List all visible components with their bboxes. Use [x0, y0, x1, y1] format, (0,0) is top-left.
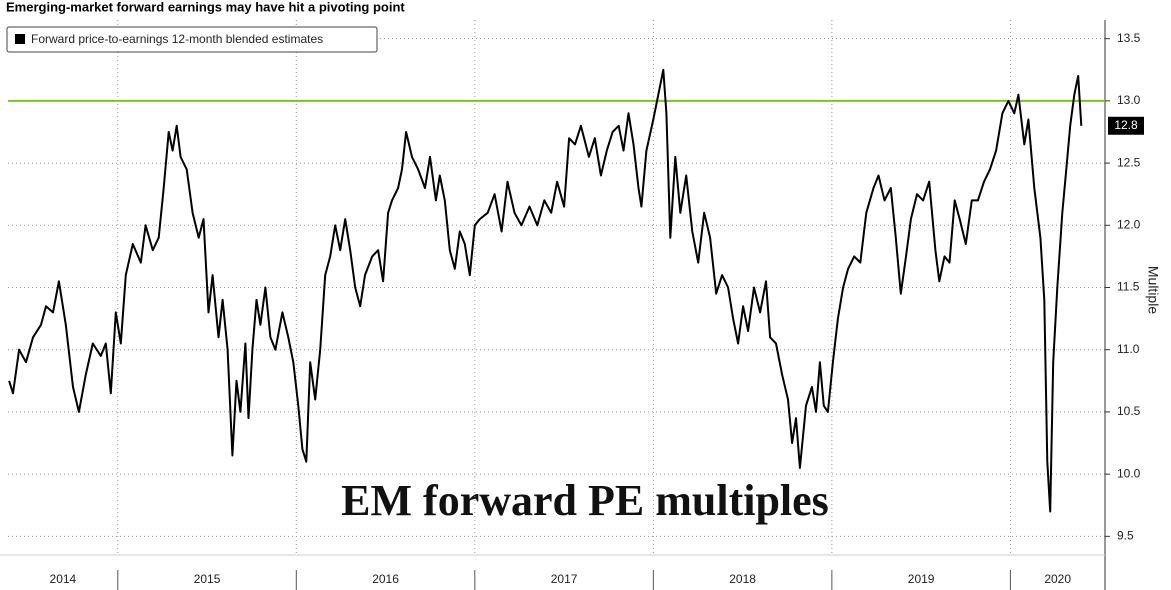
legend-box — [6, 26, 378, 53]
x-tick-label: 2019 — [908, 572, 935, 586]
annotation: EM forward PE multiples — [341, 476, 829, 525]
x-tick-label: 2018 — [729, 572, 756, 586]
y-tick-label: 13.0 — [1117, 93, 1141, 107]
x-tick-label: 2020 — [1044, 572, 1071, 586]
y-tick-label: 12.5 — [1117, 155, 1141, 169]
data-line — [8, 68, 1083, 513]
x-tick-label: 2017 — [551, 572, 578, 586]
y-tick-label: 11.5 — [1117, 280, 1140, 294]
x-tick-label: 2014 — [50, 572, 77, 586]
y-tick-label: 13.5 — [1117, 31, 1141, 45]
last-value-box — [1108, 116, 1144, 135]
chart-title: Emerging-market forward earnings may hav… — [6, 0, 405, 14]
y-axis-title: Multiple — [1145, 266, 1161, 314]
y-tick-label: 10.0 — [1117, 466, 1141, 480]
legend: Forward price-to-earnings 12-month blend… — [6, 26, 378, 53]
y-tick-label: 12.0 — [1117, 217, 1141, 231]
y-tick-label: 9.5 — [1117, 529, 1134, 543]
x-tick-label: 2016 — [372, 572, 399, 586]
legend-label: Forward price-to-earnings 12-month blend… — [31, 32, 323, 46]
x-tick-label: 2015 — [194, 572, 221, 586]
y-tick-label: 10.5 — [1117, 404, 1141, 418]
y-tick-label: 11.0 — [1117, 342, 1140, 356]
last-value-label: 12.8 — [1114, 118, 1138, 132]
legend-swatch — [15, 34, 25, 44]
